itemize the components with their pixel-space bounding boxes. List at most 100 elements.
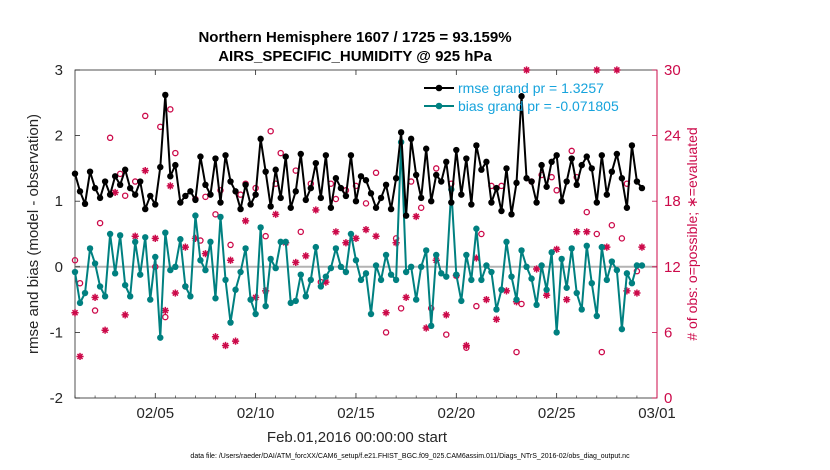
obs-evaluated-marker <box>191 234 200 242</box>
rmse-point <box>543 183 550 190</box>
bias-point <box>633 262 641 269</box>
bias-point <box>608 258 616 265</box>
rmse-point <box>362 177 370 184</box>
rmse-point <box>227 178 234 185</box>
bias-point <box>277 238 284 246</box>
bias-point <box>96 283 104 290</box>
y-axis-label: rmse and bias (model - observation) <box>25 114 42 354</box>
x-tick-label: 02/05 <box>137 405 175 422</box>
obs-evaluated-marker <box>603 243 611 251</box>
rmse-line <box>74 93 643 217</box>
rmse-point <box>392 175 400 182</box>
bias-point <box>588 280 595 287</box>
bias-point <box>423 247 430 254</box>
rmse-point <box>513 179 520 187</box>
obs-evaluated-marker <box>543 291 551 299</box>
obs-possible-marker <box>478 230 485 238</box>
rmse-point <box>152 201 159 208</box>
x-tick-label: 02/15 <box>337 405 375 422</box>
rmse-point <box>317 194 325 202</box>
obs-evaluated-marker <box>472 254 480 262</box>
bias-point <box>282 238 289 246</box>
rmse-point <box>573 181 580 188</box>
rmse-point <box>132 191 139 198</box>
obs-evaluated-marker <box>101 326 109 334</box>
obs-evaluated-marker <box>593 66 601 74</box>
rmse-point <box>443 158 450 166</box>
bias-point <box>387 271 395 278</box>
bias-point <box>618 325 626 333</box>
rmse-point <box>237 205 244 213</box>
rmse-point <box>217 199 224 206</box>
x-tick-label: 03/01 <box>638 405 676 422</box>
bias-point <box>292 297 299 305</box>
obs-possible-marker <box>568 147 575 155</box>
chart-title: Northern Hemisphere 1607 / 1725 = 93.159… <box>198 29 511 46</box>
obs-possible-marker <box>277 149 284 157</box>
bias-point <box>453 271 460 278</box>
obs-evaluated-marker <box>211 333 220 341</box>
obs-evaluated-marker <box>563 296 571 304</box>
rmse-point <box>453 146 460 154</box>
bias-point <box>473 225 480 232</box>
rmse-point <box>438 178 445 185</box>
y-right-tick-label: 0 <box>664 390 672 407</box>
obs-evaluated-marker <box>442 311 450 319</box>
rmse-point <box>327 204 335 211</box>
bias-point <box>613 266 621 274</box>
bias-point <box>157 334 164 341</box>
rmse-point <box>377 194 385 202</box>
obs-evaluated-marker <box>171 289 179 297</box>
bias-point <box>508 273 515 280</box>
bias-point <box>568 245 575 252</box>
rmse-point <box>347 152 355 159</box>
obs-evaluated-marker <box>402 293 410 302</box>
rmse-point <box>242 181 249 188</box>
bias-point <box>197 257 204 264</box>
obs-evaluated-marker <box>302 252 310 260</box>
obs-possible-marker <box>262 232 269 240</box>
obs-possible-marker <box>227 241 234 249</box>
rmse-point <box>86 168 94 175</box>
obs-evaluated-marker <box>532 265 541 273</box>
rmse-point <box>598 152 606 159</box>
bias-point <box>202 266 209 274</box>
legend: rmse grand pr = 1.3257 bias grand pr = -… <box>424 80 619 114</box>
obs-evaluated-marker <box>422 324 430 332</box>
rmse-point <box>458 191 465 198</box>
rmse-point <box>81 200 89 208</box>
rmse-point <box>121 166 129 173</box>
obs-evaluated-marker <box>583 228 591 236</box>
rmse-point <box>548 158 555 166</box>
obs-possible-marker <box>432 165 440 172</box>
rmse-point <box>533 199 540 206</box>
bias-point <box>498 286 505 293</box>
bias-point <box>247 296 254 303</box>
rmse-point <box>402 212 410 219</box>
obs-evaluated-marker <box>201 250 210 258</box>
rmse-point <box>387 205 395 213</box>
rmse-point <box>603 191 611 198</box>
rmse-point <box>352 198 360 205</box>
rmse-point <box>568 155 575 162</box>
bias-point <box>217 213 224 221</box>
bias-point <box>402 268 410 276</box>
bias-point <box>287 299 294 307</box>
bias-point <box>327 264 335 272</box>
rmse-point <box>518 93 525 100</box>
bias-point <box>322 273 330 280</box>
obs-evaluated-marker <box>181 243 189 251</box>
bias-point <box>513 296 520 303</box>
y-right-tick-label: 18 <box>664 193 681 210</box>
rmse-point <box>337 184 345 192</box>
rmse-point <box>367 190 375 197</box>
bias-point <box>232 286 239 293</box>
rmse-point <box>448 199 455 206</box>
rmse-point <box>473 142 480 149</box>
obs-possible-marker <box>297 228 305 236</box>
obs-evaluated-marker <box>573 228 581 236</box>
rmse-point <box>287 204 294 211</box>
bias-point <box>407 263 415 270</box>
rmse-point <box>307 184 315 192</box>
bias-point <box>302 293 309 300</box>
